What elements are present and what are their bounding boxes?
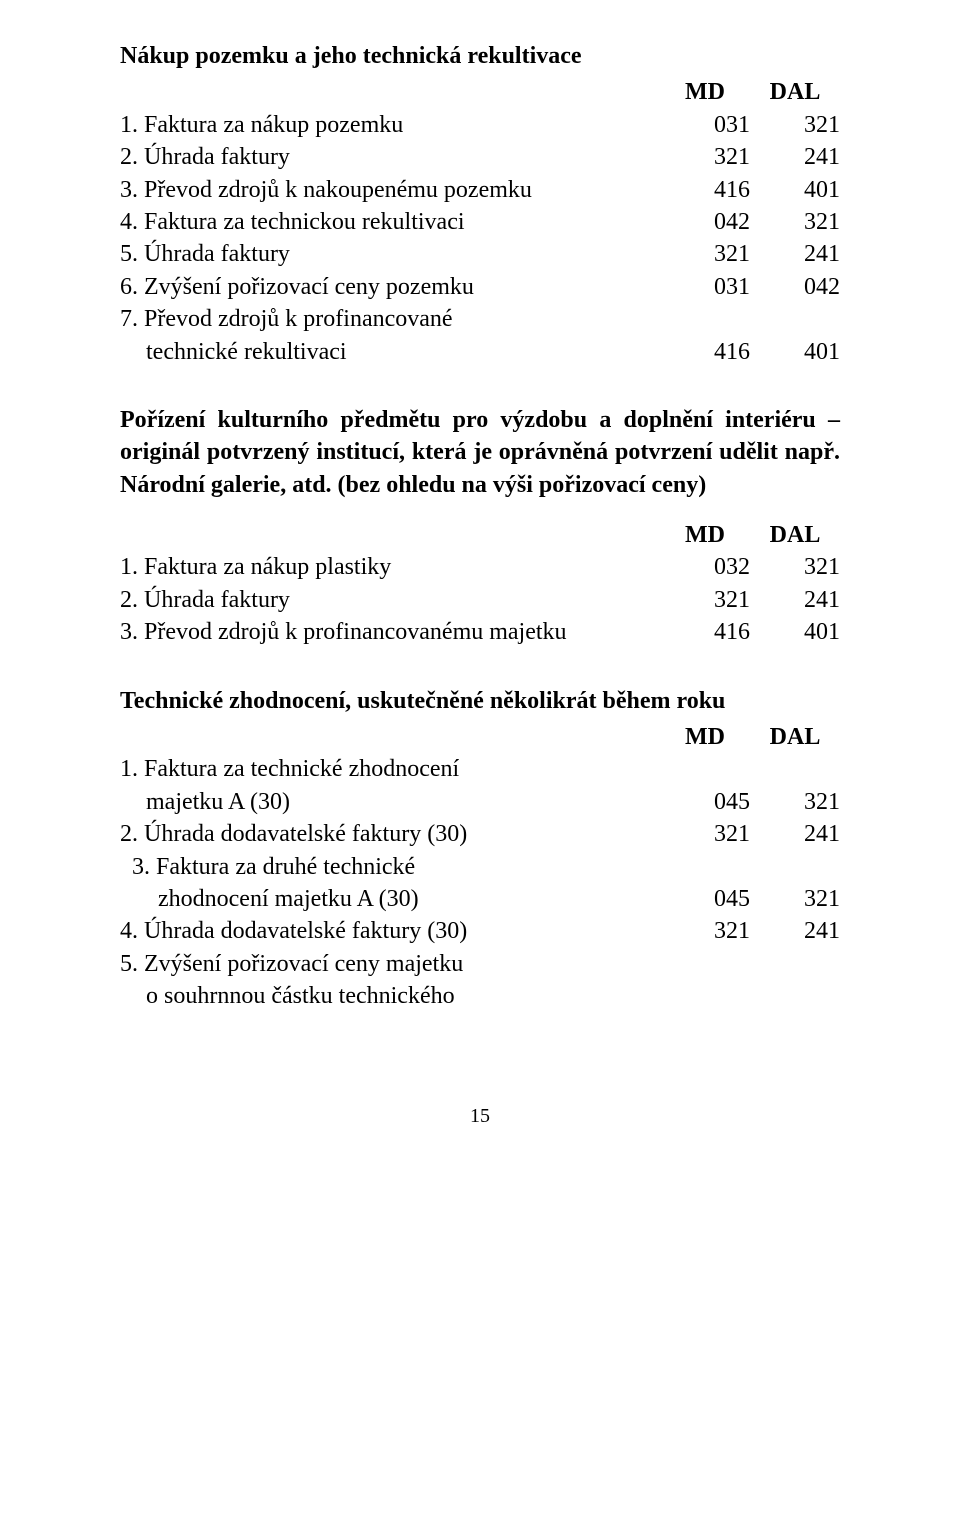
row-label-line2: technické rekultivaci [120,336,660,368]
table-row: 1. Faktura za nákup plastiky 032 321 [120,551,840,583]
row-label: 3. Převod zdrojů k nakoupenému pozemku [120,174,660,206]
table-row: 2. Úhrada faktury 321 241 [120,141,840,173]
section-3-title: Technické zhodnocení, uskutečněné několi… [120,685,840,717]
row-dal: 241 [750,238,840,270]
section-2: MD DAL 1. Faktura za nákup plastiky 032 … [120,519,840,649]
row-md: 045 [660,786,750,818]
row-dal: 321 [750,883,840,915]
table-row: 3. Převod zdrojů k nakoupenému pozemku 4… [120,174,840,206]
row-dal: 321 [750,786,840,818]
table-row: 3. Faktura za druhé technické zhodnocení… [120,851,840,916]
row-dal: 321 [750,551,840,583]
section-1: Nákup pozemku a jeho technická rekultiva… [120,40,840,368]
row-label: 2. Úhrada faktury [120,141,660,173]
row-label: 4. Faktura za technickou rekultivaci [120,206,660,238]
header-dal: DAL [750,76,840,108]
header-spacer [120,76,660,108]
row-md: 321 [660,584,750,616]
header-dal: DAL [750,519,840,551]
table-row: 5. Úhrada faktury 321 241 [120,238,840,270]
row-md: 031 [660,109,750,141]
header-spacer [120,519,660,551]
row-md: 321 [660,915,750,947]
row-label: 4. Úhrada dodavatelské faktury (30) [120,915,660,947]
row-dal: 241 [750,141,840,173]
header-md: MD [660,519,750,551]
row-label: 6. Zvýšení pořizovací ceny pozemku [120,271,660,303]
row-label-line1: 5. Zvýšení pořizovací ceny majetku [120,948,660,980]
section-2-header: MD DAL [120,519,840,551]
row-md: 416 [660,336,750,368]
row-md: 321 [660,818,750,850]
header-md: MD [660,721,750,753]
header-spacer [120,721,660,753]
section-3: Technické zhodnocení, uskutečněné několi… [120,685,840,1013]
row-label-line2: majetku A (30) [120,786,660,818]
row-md: 031 [660,271,750,303]
section-3-header: MD DAL [120,721,840,753]
row-md: 416 [660,616,750,648]
row-dal: 401 [750,174,840,206]
row-dal: 321 [750,109,840,141]
row-dal: 401 [750,336,840,368]
row-md: 321 [660,141,750,173]
row-md: 032 [660,551,750,583]
row-dal: 241 [750,915,840,947]
row-md: 416 [660,174,750,206]
table-row: 6. Zvýšení pořizovací ceny pozemku 031 0… [120,271,840,303]
row-label-line1: 1. Faktura za technické zhodnocení [120,753,660,785]
row-label-line2: o souhrnnou částku technického [120,980,660,1012]
row-label: 2. Úhrada faktury [120,584,660,616]
row-label: 2. Úhrada dodavatelské faktury (30) [120,818,660,850]
row-label-line1: 7. Převod zdrojů k profinancované [120,303,660,335]
header-md: MD [660,76,750,108]
row-label: 1. Faktura za nákup plastiky [120,551,660,583]
row-dal: 241 [750,818,840,850]
row-label-line2: zhodnocení majetku A (30) [132,883,660,915]
row-dal: 321 [750,206,840,238]
table-row: 4. Faktura za technickou rekultivaci 042… [120,206,840,238]
section-1-header: MD DAL [120,76,840,108]
header-dal: DAL [750,721,840,753]
row-label-line1: 3. Faktura za druhé technické [132,851,660,883]
table-row: 3. Převod zdrojů k profinancovanému maje… [120,616,840,648]
row-md: 045 [660,883,750,915]
row-md: 042 [660,206,750,238]
table-row: 7. Převod zdrojů k profinancované techni… [120,303,840,368]
table-row: 4. Úhrada dodavatelské faktury (30) 321 … [120,915,840,947]
row-label: 3. Převod zdrojů k profinancovanému maje… [120,616,660,648]
table-row: 1. Faktura za technické zhodnocení majet… [120,753,840,818]
row-dal: 401 [750,616,840,648]
table-row: 2. Úhrada dodavatelské faktury (30) 321 … [120,818,840,850]
table-row: 1. Faktura za nákup pozemku 031 321 [120,109,840,141]
row-dal: 241 [750,584,840,616]
table-row: 2. Úhrada faktury 321 241 [120,584,840,616]
row-dal: 042 [750,271,840,303]
table-row: 5. Zvýšení pořizovací ceny majetku o sou… [120,948,840,1013]
page-number: 15 [120,1103,840,1130]
row-md: 321 [660,238,750,270]
row-label: 5. Úhrada faktury [120,238,660,270]
row-label: 1. Faktura za nákup pozemku [120,109,660,141]
section-1-title: Nákup pozemku a jeho technická rekultiva… [120,40,840,72]
paragraph-1: Pořízení kulturního předmětu pro výzdobu… [120,404,840,501]
